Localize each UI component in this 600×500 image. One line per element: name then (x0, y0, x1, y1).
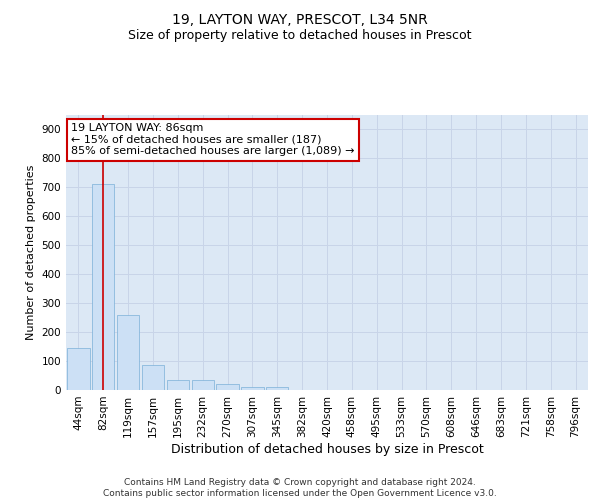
Y-axis label: Number of detached properties: Number of detached properties (26, 165, 36, 340)
Text: 19, LAYTON WAY, PRESCOT, L34 5NR: 19, LAYTON WAY, PRESCOT, L34 5NR (172, 12, 428, 26)
Bar (266, 387, 289, 390)
Bar (117, 314, 139, 390)
Bar (142, 366, 164, 390)
Bar (67, 348, 89, 390)
Text: 19 LAYTON WAY: 86sqm
← 15% of detached houses are smaller (187)
85% of semi-deta: 19 LAYTON WAY: 86sqm ← 15% of detached h… (71, 123, 355, 156)
Bar (241, 387, 263, 390)
Bar (191, 380, 214, 390)
Bar (217, 384, 239, 390)
X-axis label: Distribution of detached houses by size in Prescot: Distribution of detached houses by size … (170, 442, 484, 456)
Bar (92, 184, 115, 390)
Text: Size of property relative to detached houses in Prescot: Size of property relative to detached ho… (128, 29, 472, 42)
Text: Contains HM Land Registry data © Crown copyright and database right 2024.
Contai: Contains HM Land Registry data © Crown c… (103, 478, 497, 498)
Bar (167, 380, 189, 390)
